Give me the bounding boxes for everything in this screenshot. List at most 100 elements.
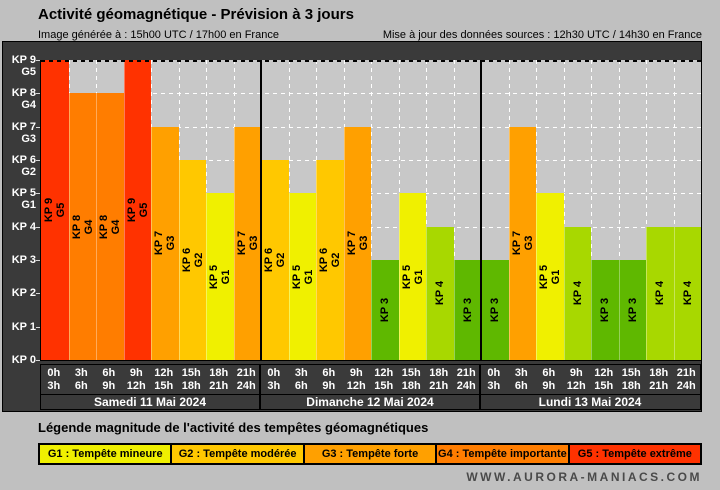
time-slot-label: 12h 15h <box>370 367 398 393</box>
kp-bar: KP 6 G2 <box>178 160 206 360</box>
data-update-timestamp: Mise à jour des données sources : 12h30 … <box>382 29 702 41</box>
legend-item: G2 : Tempête modérée <box>170 445 303 463</box>
kp-bar: KP 4 <box>563 226 591 360</box>
slot-start-time: 18h <box>649 367 669 379</box>
time-slot-label: 0h 3h <box>260 367 288 393</box>
vertical-gridline <box>618 60 620 360</box>
vertical-gridline <box>426 60 427 360</box>
kp-bar: KP 4 <box>426 226 454 360</box>
kp-bar-label: KP 4 <box>572 281 584 305</box>
bar-g-text: G1 <box>412 269 425 285</box>
y-axis-g-label: G5 <box>21 66 36 78</box>
slot-end-time: 15h <box>154 380 174 392</box>
slot-end-time: 3h <box>267 380 281 392</box>
y-axis-tick <box>36 193 40 195</box>
slot-start-time: 9h <box>129 367 143 379</box>
kp-bar: KP 9 G5 <box>41 60 69 360</box>
bar-g-text: G1 <box>550 269 563 285</box>
plot-area: KP 9 G5 KP 8 G4 KP 8 G4 KP 9 G5 KP 7 G3 KP 6 G2 KP 5… <box>40 60 701 361</box>
bar-kp-text: KP 7 <box>345 231 358 256</box>
slot-end-time: 21h <box>209 380 229 392</box>
y-axis-tick <box>36 260 40 261</box>
kp-bar: KP 5 G1 <box>398 193 426 360</box>
time-slot-label: 6h 9h <box>315 367 343 393</box>
y-axis-g-label: G1 <box>21 199 36 212</box>
day-name-label: Lundi 13 Mai 2024 <box>538 395 642 409</box>
y-axis-kp-label: KP 9 <box>11 54 36 66</box>
slot-start-time: 3h <box>74 367 88 379</box>
slot-start-time: 15h <box>181 367 201 379</box>
bar-kp-text: KP 6 <box>180 247 193 273</box>
kp-bar: KP 5 G1 <box>288 193 316 360</box>
slot-start-time: 6h <box>102 367 116 379</box>
kp-bar-label: KP 3 <box>599 298 611 322</box>
bar-kp-text: KP 3 <box>599 297 612 323</box>
time-slot-label: 18h 21h <box>645 367 673 393</box>
y-axis-tick <box>36 293 40 295</box>
vertical-gridline <box>563 60 565 360</box>
slot-start-time: 12h <box>374 367 394 379</box>
kp-bar-label: KP 6 G2 <box>263 248 287 272</box>
legend-item: G4 : Tempête importante <box>435 445 568 463</box>
bar-kp-text: KP 9 <box>42 197 55 223</box>
slot-start-time: 15h <box>401 367 421 379</box>
kp-bar-label: KP 3 <box>462 298 474 322</box>
y-axis-kp-label: KP 4 <box>11 220 36 233</box>
slot-start-time: 21h <box>456 367 476 379</box>
bar-kp-text: KP 5 <box>538 264 551 289</box>
slot-start-time: 12h <box>594 367 614 379</box>
kp-bar-label: KP 6 G2 <box>318 248 342 272</box>
y-axis-kp-label: KP 1 <box>11 320 36 333</box>
legend: G1 : Tempête mineure G2 : Tempête modérée… <box>38 443 702 465</box>
vertical-gridline <box>453 60 455 360</box>
slot-start-time: 6h <box>542 367 556 379</box>
kp-bar: KP 4 <box>673 226 701 360</box>
kp-forecast-chart: KP 9 G5 KP 8 G4 KP 7 G3 KP 6 G2 KP 5 G1 KP 4 KP 3 KP… <box>2 41 702 412</box>
bar-g-text: G2 <box>274 252 287 268</box>
slot-start-time: 0h <box>47 367 61 379</box>
kp-bar-label: KP 7 G3 <box>511 231 535 255</box>
bar-g-text: G3 <box>247 235 260 251</box>
day-separator-line <box>260 60 262 360</box>
time-slot-label: 0h 3h <box>480 367 508 393</box>
kp-bar-label: KP 5 G1 <box>291 265 315 289</box>
bar-kp-text: KP 3 <box>379 297 392 323</box>
axis-divider <box>41 394 700 395</box>
bar-g-text: G3 <box>522 235 535 251</box>
slot-start-time: 0h <box>267 367 281 379</box>
time-slot-label: 21h 24h <box>453 367 481 393</box>
bar-kp-text: KP 6 <box>262 247 275 273</box>
legend-item: G1 : Tempête mineure <box>40 445 171 463</box>
kp-bar-label: KP 3 <box>627 298 639 322</box>
kp-bar: KP 7 G3 <box>343 126 371 360</box>
bar-kp-text: KP 3 <box>626 297 639 323</box>
kp-bar-label: KP 5 G1 <box>208 265 232 289</box>
kp-bar-label: KP 5 G1 <box>538 265 562 289</box>
kp-bar: KP 7 G3 <box>233 126 261 360</box>
time-slot-label: 21h 24h <box>673 367 701 393</box>
vertical-gridline <box>646 60 647 360</box>
time-slot-label: 18h 21h <box>205 367 233 393</box>
bar-kp-text: KP 5 <box>290 264 303 289</box>
y-axis-kp-label: KP 7 <box>11 120 36 133</box>
slot-start-time: 21h <box>236 367 256 379</box>
kp-bar-label: KP 8 G4 <box>71 215 95 239</box>
slot-end-time: 6h <box>514 380 528 392</box>
kp-bar: KP 3 <box>618 260 646 360</box>
time-slot-label: 6h 9h <box>95 367 123 393</box>
time-slot-label: 9h 12h <box>343 367 371 393</box>
vertical-gridline <box>371 60 372 360</box>
y-axis-tick <box>36 360 40 361</box>
slot-start-time: 0h <box>487 367 501 379</box>
slot-end-time: 18h <box>181 380 201 392</box>
slot-start-time: 3h <box>294 367 308 379</box>
generated-timestamp: Image générée à : 15h00 UTC / 17h00 en F… <box>38 29 279 41</box>
legend-item: G3 : Tempête forte <box>302 445 436 463</box>
bar-kp-text: KP 3 <box>488 297 501 323</box>
y-axis: KP 9 G5 KP 8 G4 KP 7 G3 KP 6 G2 KP 5 G1 KP 4 KP 3 KP… <box>3 42 40 411</box>
y-axis-kp-label: KP 2 <box>11 287 36 300</box>
kp-bar: KP 3 <box>371 260 399 360</box>
day-separator-line <box>480 60 482 360</box>
y-axis-kp-label: KP 5 <box>11 187 36 200</box>
kp-bar: KP 8 G4 <box>96 93 124 360</box>
